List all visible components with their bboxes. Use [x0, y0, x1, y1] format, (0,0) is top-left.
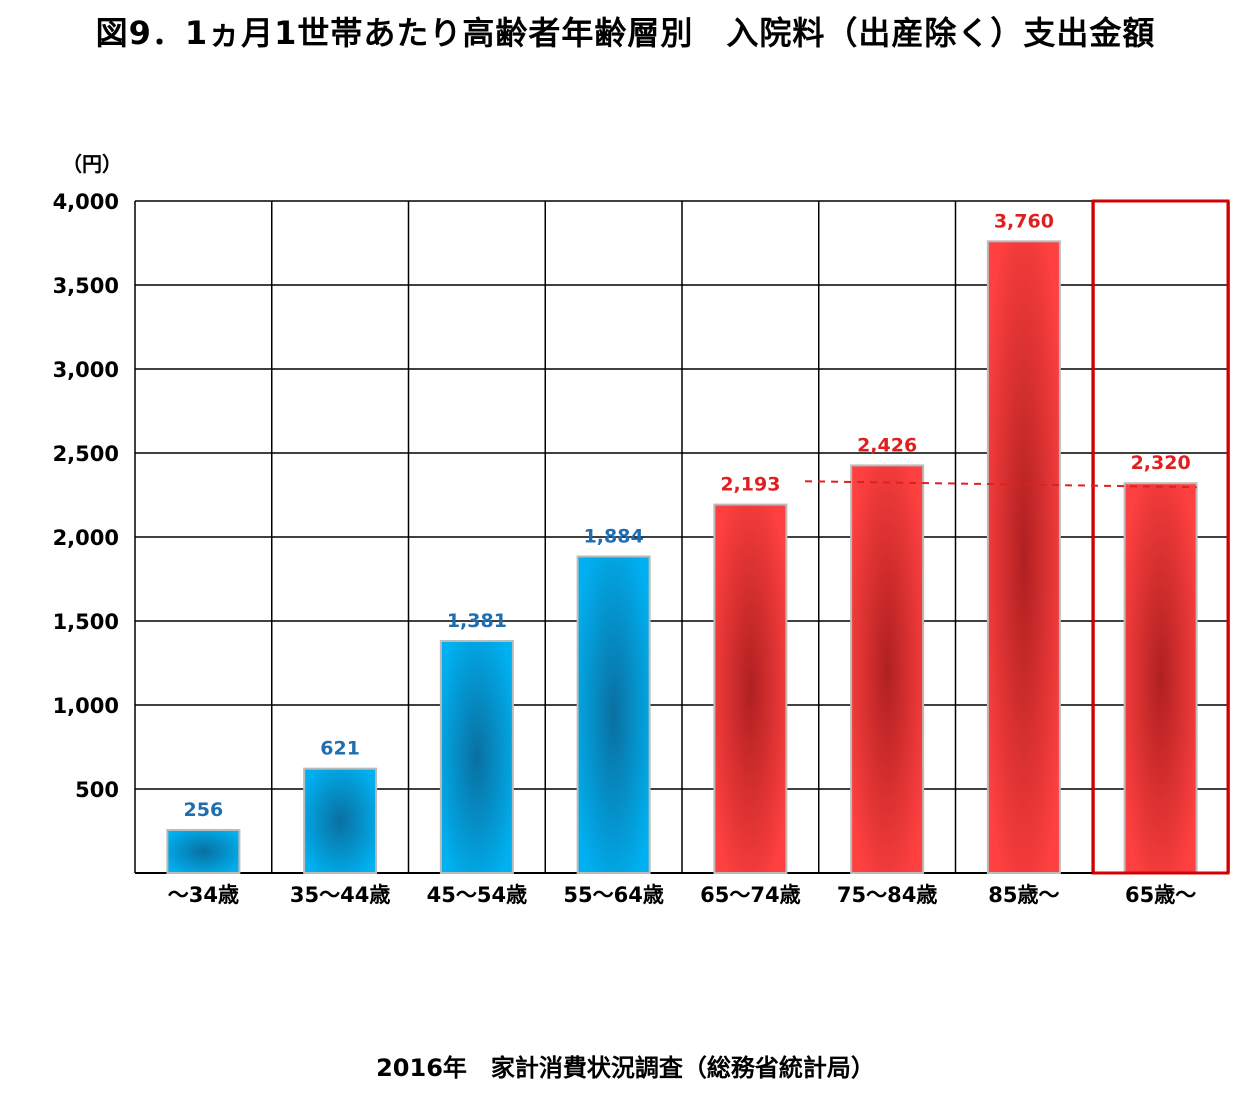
reference-line	[805, 480, 1197, 489]
bar-5	[713, 503, 788, 874]
data-label: 2,426	[857, 434, 917, 456]
x-tick-label: ～34歳	[168, 883, 239, 907]
bars	[166, 240, 1198, 875]
y-tick-label: 3,000	[53, 358, 119, 382]
y-tick-label: 1,000	[53, 694, 119, 718]
bar-6	[850, 464, 925, 874]
y-tick-label: 2,000	[53, 526, 119, 550]
y-tick-label: 1,500	[53, 610, 119, 634]
highlight-box	[1091, 199, 1230, 875]
data-label: 1,884	[584, 525, 644, 547]
bar-3	[439, 639, 514, 874]
bar-1	[166, 828, 241, 875]
x-tick-label: 45～54歳	[427, 883, 527, 907]
x-tick-label: 55～64歳	[563, 883, 663, 907]
overlays	[805, 199, 1230, 875]
bar-7	[986, 240, 1061, 874]
data-label: 2,193	[720, 474, 780, 496]
x-tick-label: 35～44歳	[290, 883, 390, 907]
x-tick-label: 65歳～	[1125, 883, 1196, 907]
data-label: 3,760	[994, 210, 1054, 232]
y-tick-label: 3,500	[53, 274, 119, 298]
bar-2	[303, 767, 378, 874]
bar-8	[1123, 482, 1198, 874]
y-tick-label: 4,000	[53, 190, 119, 214]
x-tick-label: 65～74歳	[700, 883, 800, 907]
chart-title: 図9．1ヵ月1世帯あたり高齢者年齢層別 入院料（出産除く）支出金額	[95, 14, 1156, 52]
y-tick-label: 500	[75, 778, 119, 802]
y-axis-unit-label: （円）	[62, 152, 122, 176]
data-label: 621	[320, 738, 360, 760]
data-label: 256	[184, 799, 224, 821]
bar-4	[576, 555, 651, 874]
x-tick-label: 75～84歳	[837, 883, 937, 907]
data-label: 2,320	[1131, 452, 1191, 474]
labels: 500 1,000 1,500 2,000 2,500 3,000 3,500 4,000 25…	[53, 190, 1197, 907]
grid	[134, 200, 1230, 874]
source-note: 2016年 家計消費状況調査（総務省統計局）	[376, 1054, 875, 1082]
x-tick-label: 85歳～	[988, 883, 1059, 907]
y-tick-label: 2,500	[53, 442, 119, 466]
data-label: 1,381	[447, 610, 507, 632]
